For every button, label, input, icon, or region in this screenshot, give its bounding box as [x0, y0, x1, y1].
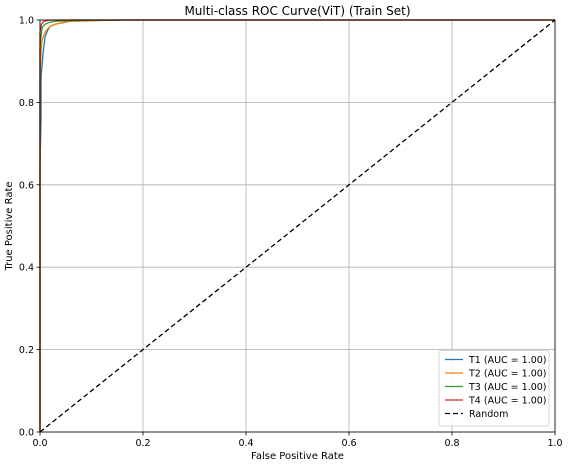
plot-frame	[39, 19, 556, 433]
y-tick-label: 1.0	[19, 16, 34, 27]
y-tick-label: 0.2	[19, 345, 34, 356]
legend-label: Random	[469, 409, 508, 420]
legend: T1 (AUC = 1.00) T2 (AUC = 1.00) T3 (AUC = …	[438, 350, 550, 427]
x-tick-label: 1.0	[547, 438, 562, 449]
x-tick-label: 0.8	[444, 438, 459, 449]
y-tick-label: 0.8	[19, 98, 34, 109]
y-axis-label: True Positive Rate	[4, 181, 15, 271]
x-tick-label: 0.2	[135, 438, 150, 449]
series-line-random	[39, 19, 556, 433]
x-tick-label: 0.4	[238, 438, 253, 449]
legend-label: T3 (AUC = 1.00)	[468, 382, 547, 393]
legend-label: T2 (AUC = 1.00)	[468, 369, 547, 380]
y-tick-label: 0.4	[19, 263, 34, 274]
plot-series	[39, 19, 556, 433]
y-axis: 0.0 0.2 0.4 0.6 0.8 1.0	[19, 16, 40, 439]
legend-label: T1 (AUC = 1.00)	[468, 355, 547, 366]
legend-label: T4 (AUC = 1.00)	[468, 396, 547, 407]
x-tick-label: 0.0	[32, 438, 47, 449]
x-tick-label: 0.6	[341, 438, 356, 449]
y-tick-label: 0.6	[19, 180, 34, 191]
x-axis-label: False Positive Rate	[251, 451, 344, 462]
y-tick-label: 0.0	[19, 428, 34, 439]
chart-title: Multi-class ROC Curve(ViT) (Train Set)	[184, 4, 410, 18]
x-axis: 0.0 0.2 0.4 0.6 0.8 1.0	[32, 432, 563, 449]
legend-box	[438, 350, 550, 427]
